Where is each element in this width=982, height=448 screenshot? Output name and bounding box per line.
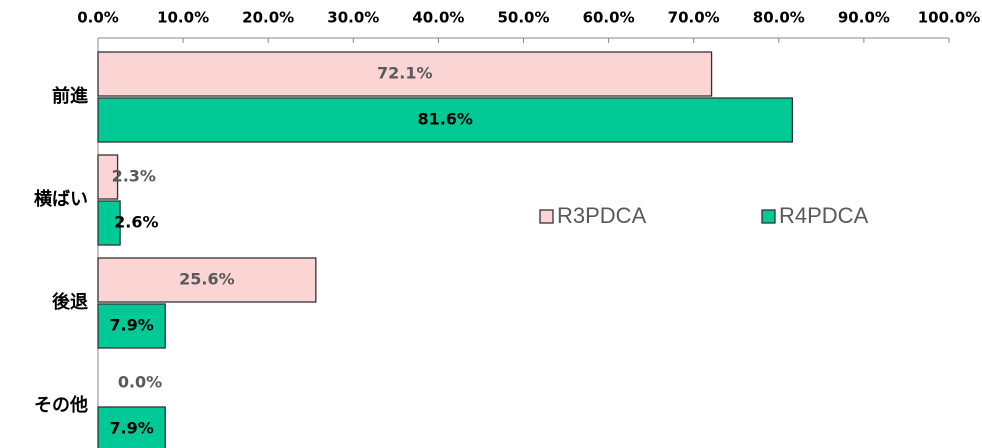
data-label: 2.3% [112, 167, 156, 186]
x-tick-label: 30.0% [327, 9, 379, 27]
bar [97, 200, 121, 246]
x-tick-label: 10.0% [157, 9, 209, 27]
x-tick-label: 0.0% [77, 9, 119, 27]
data-label: 7.9% [109, 419, 153, 438]
y-tick-label: その他 [34, 394, 88, 416]
y-tick-label: 後退 [52, 291, 88, 313]
bar [97, 303, 166, 349]
data-label: 25.6% [179, 270, 235, 289]
x-tick-label: 100.0% [918, 9, 980, 27]
x-tick-label: 40.0% [412, 9, 464, 27]
x-tick-label: 80.0% [753, 9, 805, 27]
data-label: 7.9% [109, 316, 153, 335]
legend-label: R4PDCA [779, 203, 869, 228]
x-tick-label: 70.0% [668, 9, 720, 27]
x-tick-label: 90.0% [838, 9, 890, 27]
bar [97, 97, 794, 143]
data-label: 2.6% [114, 213, 158, 232]
bar [97, 406, 166, 448]
x-tick-label: 60.0% [583, 9, 635, 27]
data-label: 72.1% [377, 64, 433, 83]
y-tick-label: 横ばい [34, 188, 88, 210]
legend-swatch [761, 209, 776, 224]
x-tick-label: 50.0% [497, 9, 549, 27]
legend-swatch [539, 209, 554, 224]
data-label: 81.6% [417, 110, 473, 129]
x-tick-label: 20.0% [242, 9, 294, 27]
legend-label: R3PDCA [557, 203, 647, 228]
y-tick-label: 前進 [52, 85, 88, 107]
bar [97, 51, 713, 97]
bar [97, 154, 119, 200]
data-label: 0.0% [118, 373, 162, 392]
bar [97, 257, 317, 303]
